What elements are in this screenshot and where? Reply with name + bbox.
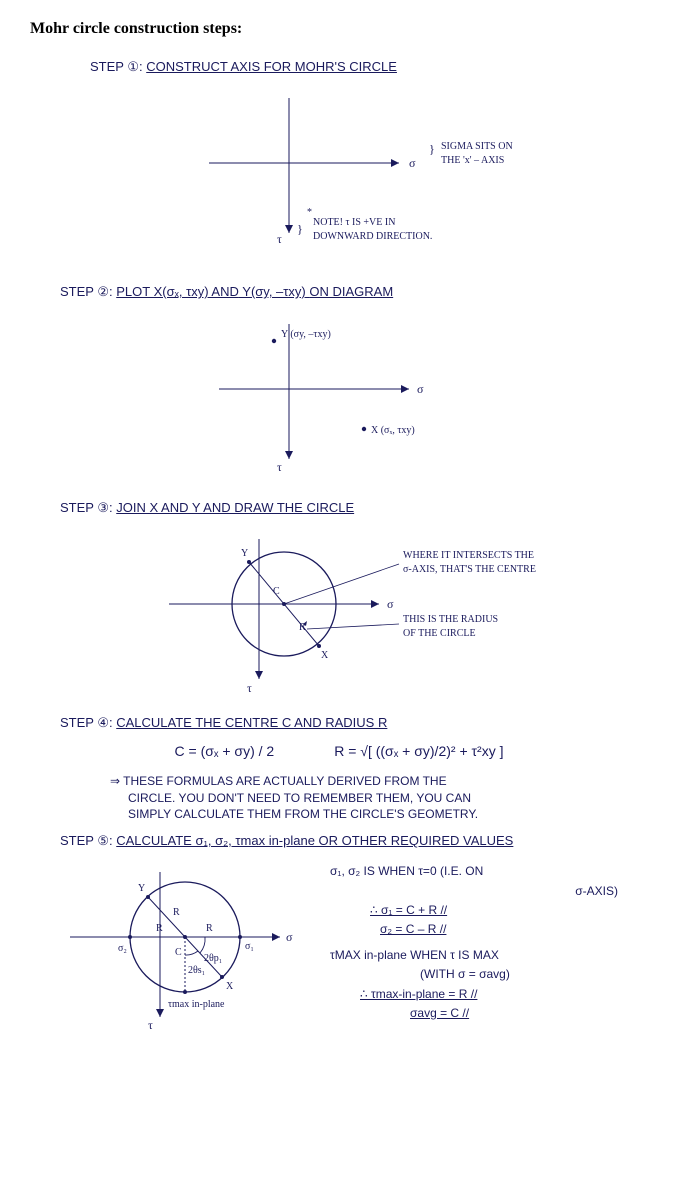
eq2: ∴ σ₁ = C + R // [370, 902, 648, 918]
step3-label: STEP ③: [60, 500, 113, 515]
y-point-label: Y (σy, –τxy) [281, 329, 331, 340]
sigma-note-b: THE 'x' – AXIS [441, 155, 504, 166]
tau-label: τ [148, 1018, 153, 1032]
step4-label: STEP ④: [60, 715, 113, 730]
sigma-note-brace: } [429, 142, 435, 156]
step1-heading: STEP ①: CONSTRUCT AXIS FOR MOHR'S CIRCLE [90, 58, 648, 76]
page-title: Mohr circle construction steps: [30, 18, 648, 40]
sigma-label: σ [387, 597, 394, 611]
step1-text: CONSTRUCT AXIS FOR MOHR'S CIRCLE [146, 59, 397, 74]
eq6: σavg = C // [410, 1005, 648, 1021]
radius-note-a: THIS IS THE RADIUS [403, 614, 498, 625]
tau-label: τ [247, 681, 252, 695]
step4-note-b: CIRCLE. YOU DON'T NEED TO REMEMBER THEM,… [128, 790, 608, 806]
x-point-label: X (σₓ, τxy) [371, 425, 415, 436]
step2-text-b: Y(σy, –τxy) [239, 284, 309, 299]
eq1b: σ-AXIS) [330, 883, 648, 899]
step4-heading: STEP ④: CALCULATE THE CENTRE C AND RADIU… [60, 714, 648, 732]
radius-note-b: OF THE CIRCLE [403, 628, 476, 639]
y-label: Y [138, 883, 145, 894]
s2-label: σ₂ [118, 943, 127, 954]
y-label: Y [241, 548, 248, 559]
centre-note-a: WHERE IT INTERSECTS THE [403, 550, 534, 561]
step5-label: STEP ⑤: [60, 833, 113, 848]
r-top: R [173, 907, 180, 918]
tau-note-star: * [307, 207, 312, 218]
formula-r: R = √[ ((σₓ + σy)/2)² + τ²xy ] [334, 742, 503, 761]
step2-diagram: σ τ Y (σy, –τxy) X (σₓ, τxy) [30, 309, 648, 489]
sigma-label: σ [286, 930, 293, 944]
tau-label: τ [277, 232, 282, 246]
tau-note-b: DOWNWARD DIRECTION. [313, 231, 432, 242]
step5-text: CALCULATE σ₁, σ₂, τmax in-plane OR OTHER… [116, 833, 513, 848]
step3-heading: STEP ③: JOIN X AND Y AND DRAW THE CIRCLE [60, 499, 648, 517]
step2-label: STEP ②: [60, 284, 113, 299]
r-right: R [206, 923, 213, 934]
r-left: R [156, 923, 163, 934]
eq4b: (WITH σ = σavg) [420, 966, 648, 982]
tmax-label: τmax in-plane [168, 999, 225, 1010]
x-label: X [321, 650, 329, 661]
step4-note-c: SIMPLY CALCULATE THEM FROM THE CIRCLE'S … [128, 806, 608, 822]
step1-diagram: σ τ } SIGMA SITS ON THE 'x' – AXIS } * N… [30, 83, 648, 273]
eq4: τMAX in-plane WHEN τ IS MAX [330, 947, 648, 963]
c-label: C [273, 586, 280, 597]
step4-text: CALCULATE THE CENTRE C AND RADIUS R [116, 715, 387, 730]
theta-p: 2θp₁ [204, 953, 222, 964]
step4-formulas: C = (σₓ + σy) / 2 R = √[ ((σₓ + σy)/2)² … [30, 742, 648, 761]
s1-label: σ₁ [245, 941, 254, 952]
eq3: σ₂ = C – R // [380, 921, 648, 937]
tau-note-brace: } [297, 222, 303, 236]
step5-body: σ τ R R R C σ₁ σ₂ X Y [30, 857, 648, 1052]
centre-note-b: σ-AXIS, THAT'S THE CENTRE [403, 564, 536, 575]
eq5: ∴ τmax-in-plane = R // [360, 986, 648, 1002]
step3-diagram: σ τ Y X C R WHERE IT INTERSECTS THE σ-AX… [30, 524, 648, 704]
step4-note-a: ⇒ THESE FORMULAS ARE ACTUALLY DERIVED FR… [110, 774, 447, 788]
x-label: X [226, 981, 234, 992]
step2-text-c: ON DIAGRAM [309, 284, 393, 299]
sigma-label: σ [409, 156, 416, 170]
tau-label: τ [277, 460, 282, 474]
step3-text: JOIN X AND Y AND DRAW THE CIRCLE [116, 500, 354, 515]
step5-diagram: σ τ R R R C σ₁ σ₂ X Y [30, 857, 330, 1052]
step2-text-a: PLOT X(σₓ, τxy) AND [116, 284, 239, 299]
sigma-label: σ [417, 382, 424, 396]
c-label: C [175, 947, 182, 958]
step1-label: STEP ①: [90, 59, 143, 74]
step4-note: ⇒ THESE FORMULAS ARE ACTUALLY DERIVED FR… [110, 771, 608, 822]
step5-heading: STEP ⑤: CALCULATE σ₁, σ₂, τmax in-plane … [60, 832, 648, 850]
formula-c: C = (σₓ + σy) / 2 [175, 742, 275, 761]
step2-heading: STEP ②: PLOT X(σₓ, τxy) AND Y(σy, –τxy) … [60, 283, 648, 301]
step5-equations: σ₁, σ₂ IS WHEN τ=0 (I.E. ON σ-AXIS) ∴ σ₁… [330, 857, 648, 1052]
tau-note-a: NOTE! τ IS +VE IN [313, 217, 395, 228]
eq1: σ₁, σ₂ IS WHEN τ=0 (I.E. ON [330, 863, 648, 879]
sigma-note-a: SIGMA SITS ON [441, 141, 513, 152]
theta-s: 2θs₁ [188, 965, 205, 976]
